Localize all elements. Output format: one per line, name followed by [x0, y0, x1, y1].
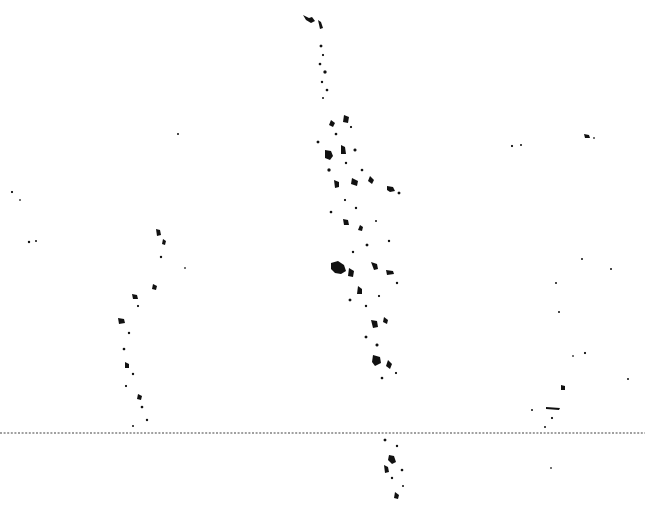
right-speckle-column: [510, 134, 629, 469]
center-speckle-column: [303, 15, 404, 499]
left-speckle-column: [10, 133, 186, 427]
